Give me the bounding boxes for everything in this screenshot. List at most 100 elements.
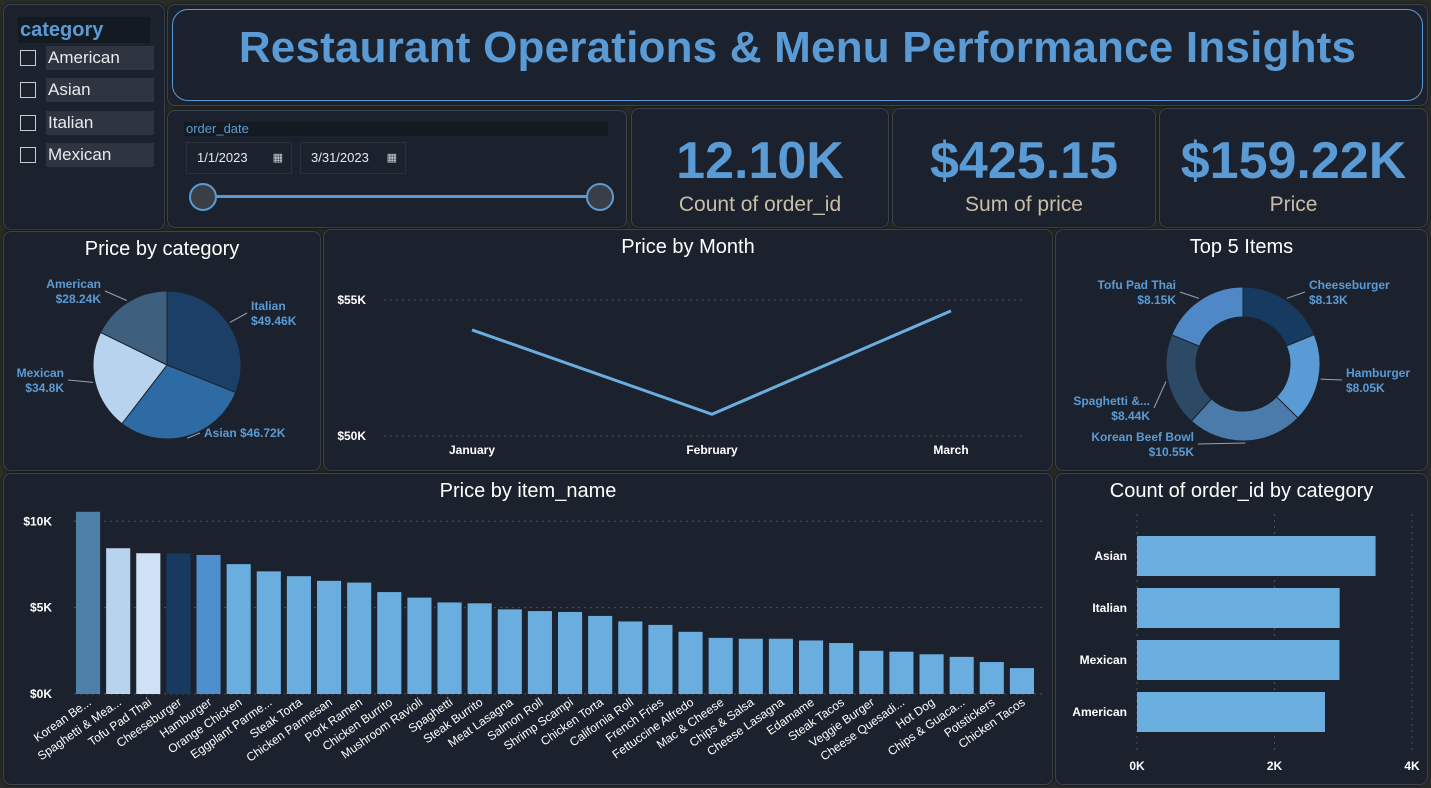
checkbox[interactable]: [20, 82, 36, 98]
bar: [407, 597, 432, 694]
calendar-icon[interactable]: ▦: [386, 152, 397, 164]
bar: [558, 611, 583, 694]
title-frame: [172, 9, 1423, 101]
y-tick-label: $55K: [337, 293, 366, 307]
donut-leader-line: [1153, 381, 1167, 409]
pie-slice: [121, 364, 237, 440]
kpi-value: $425.15: [930, 132, 1118, 190]
slicer-title: category: [20, 19, 104, 41]
date-slicer: order_date 1/1/2023 ▦ 3/31/2023 ▦: [167, 110, 627, 228]
bar: [136, 553, 161, 694]
slicer-option-american[interactable]: American: [20, 46, 154, 70]
pie-slice-label: Italian: [251, 299, 286, 313]
donut-slice-value: $8.05K: [1346, 381, 1385, 395]
chart-title: Price by item_name: [439, 480, 617, 502]
bar: [347, 582, 372, 694]
chart-title: Price by Month: [621, 236, 755, 258]
donut-slice-label: Cheeseburger: [1309, 278, 1390, 292]
pie-slice-label: Mexican: [17, 366, 64, 380]
y-tick-label: $5K: [30, 601, 52, 615]
x-tick-label: 2K: [1267, 759, 1283, 773]
bar: [377, 592, 402, 694]
donut-leader-line: [1197, 442, 1246, 445]
bar: [437, 602, 462, 694]
bar: [949, 656, 974, 694]
bar: [226, 564, 251, 694]
kpi-card-sum-price: $425.15 Sum of price: [892, 108, 1156, 228]
bar: [196, 554, 221, 694]
donut-slice-value: $10.55K: [1149, 445, 1195, 459]
bar: [648, 624, 673, 694]
bar: [1137, 692, 1325, 732]
orders-by-category-chart: Count of order_id by category 0K 2K 4K Asia…: [1055, 473, 1428, 785]
bar: [286, 576, 311, 694]
bar: [1137, 588, 1340, 628]
x-tick-label: March: [933, 443, 968, 457]
y-tick-label: Mexican: [1080, 653, 1127, 667]
x-tick-label: January: [449, 443, 495, 457]
donut-leader-line: [1286, 291, 1306, 299]
date-range-track[interactable]: [204, 195, 600, 198]
bar: [979, 662, 1004, 694]
price-by-month-chart: Price by Month $50K $55K January February Ma…: [323, 229, 1053, 471]
kpi-value: 12.10K: [676, 132, 844, 190]
bar: [618, 621, 643, 694]
bar: [708, 637, 733, 694]
y-tick-label: American: [1072, 705, 1127, 719]
pie-slice-value: $34.8K: [25, 381, 64, 395]
donut-slice-label: Hamburger: [1346, 366, 1410, 380]
slicer-option-label: Asian: [46, 78, 154, 102]
donut-slice-value: $8.44K: [1111, 409, 1150, 423]
slicer-option-mexican[interactable]: Mexican: [20, 143, 154, 167]
bar: [166, 553, 191, 694]
chart-title: Count of order_id by category: [1109, 480, 1374, 502]
slicer-option-label: Mexican: [46, 143, 154, 167]
y-tick-label: $0K: [30, 687, 52, 701]
bar: [467, 603, 492, 694]
donut-slice-label: Korean Beef Bowl: [1091, 430, 1194, 444]
date-label-background: [184, 122, 608, 136]
x-tick-label: 0K: [1129, 759, 1145, 773]
y-tick-label: $10K: [23, 514, 52, 528]
checkbox[interactable]: [20, 115, 36, 131]
kpi-value: $159.22K: [1180, 132, 1407, 190]
bar: [317, 580, 342, 694]
slicer-title-background: [18, 17, 150, 43]
bar: [859, 650, 884, 694]
pie-slice-value: $49.46K: [251, 314, 297, 328]
top-5-items-chart: Top 5 Items Cheeseburger $8.13K Hamburger $…: [1055, 229, 1428, 471]
chart-title: Price by category: [84, 238, 240, 260]
calendar-icon[interactable]: ▦: [272, 152, 283, 164]
price-by-month-line: $50K $55K January February March: [337, 293, 1024, 457]
range-start-handle[interactable]: [189, 183, 217, 211]
x-tick-label: February: [686, 443, 738, 457]
range-end-handle[interactable]: [586, 183, 614, 211]
bar: [588, 615, 613, 694]
slicer-option-asian[interactable]: Asian: [20, 78, 154, 102]
pie-leader-line: [229, 312, 248, 323]
checkbox[interactable]: [20, 147, 36, 163]
end-date-input[interactable]: 3/31/2023 ▦: [300, 142, 406, 174]
y-tick-label: $50K: [337, 429, 366, 443]
bar: [527, 611, 552, 694]
pie-leader-line: [67, 379, 94, 383]
pie-slice: [99, 290, 168, 366]
donut-slice-label: Spaghetti &...: [1073, 394, 1150, 408]
donut-leader-line: [1179, 291, 1200, 299]
bar: [799, 640, 824, 694]
bar: [738, 638, 763, 694]
chart-title: Top 5 Items: [1189, 236, 1294, 258]
bar: [768, 638, 793, 694]
bar: [919, 654, 944, 694]
kpi-label: Sum of price: [965, 193, 1083, 216]
bar: [106, 548, 131, 694]
slicer-option-italian[interactable]: Italian: [20, 111, 154, 135]
start-date-input[interactable]: 1/1/2023 ▦: [186, 142, 292, 174]
page-title: Restaurant Operations & Menu Performance…: [238, 23, 1357, 72]
bar: [1137, 640, 1340, 680]
donut-slice-value: $8.15K: [1137, 293, 1176, 307]
checkbox[interactable]: [20, 50, 36, 66]
start-date-value: 1/1/2023: [197, 150, 248, 165]
bar: [678, 631, 703, 694]
